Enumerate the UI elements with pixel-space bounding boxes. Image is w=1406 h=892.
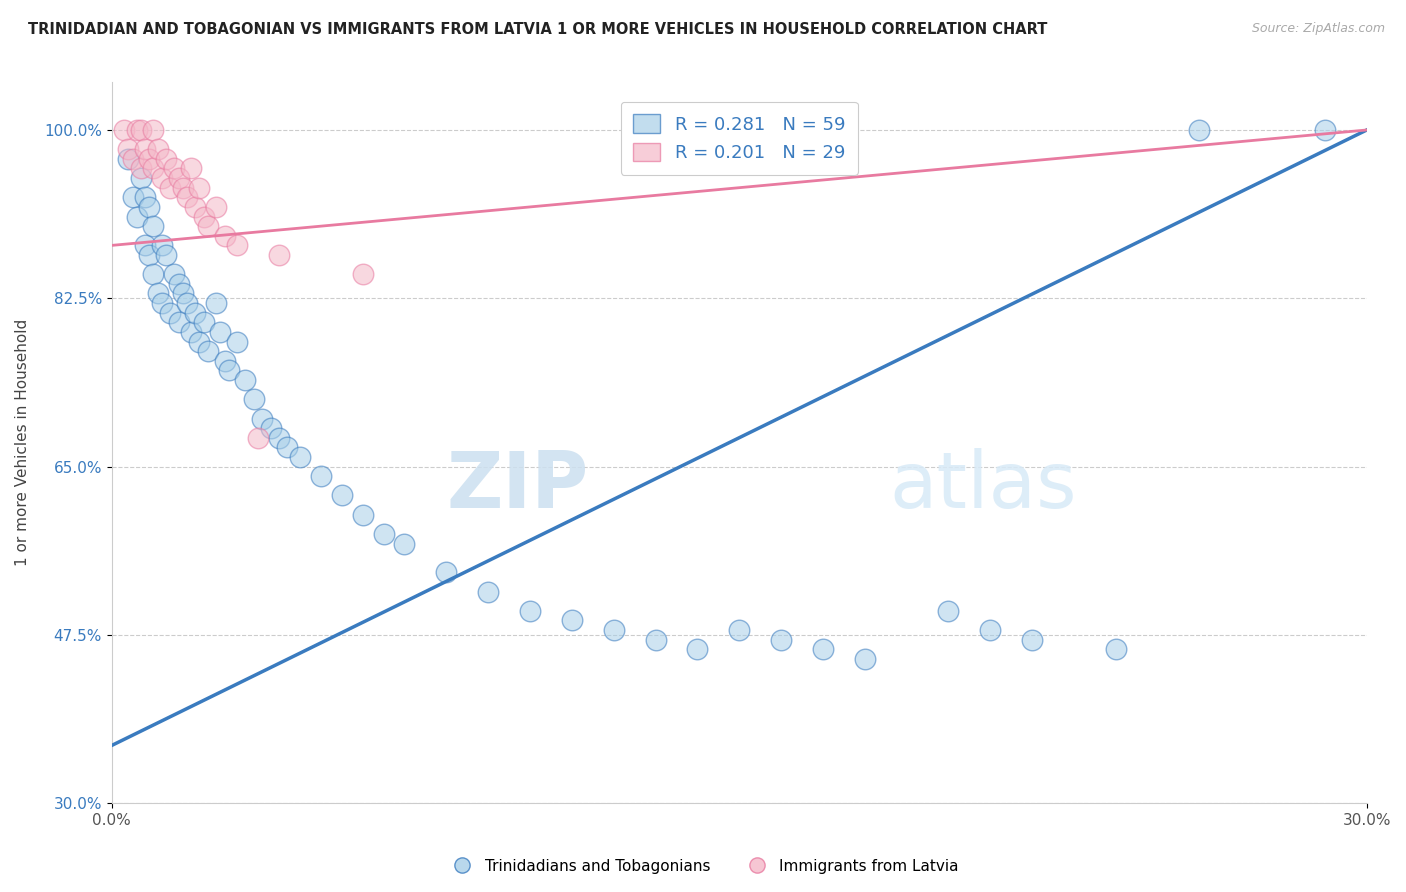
Point <box>259 421 281 435</box>
Point <box>193 210 215 224</box>
Point <box>214 228 236 243</box>
Point <box>235 373 257 387</box>
Point <box>477 584 499 599</box>
Point <box>146 286 169 301</box>
Point <box>176 296 198 310</box>
Point <box>121 190 143 204</box>
Point <box>188 334 211 349</box>
Point <box>134 190 156 204</box>
Point <box>394 536 416 550</box>
Point <box>252 411 274 425</box>
Point <box>155 248 177 262</box>
Point <box>330 488 353 502</box>
Point <box>129 123 152 137</box>
Point <box>112 123 135 137</box>
Legend: R = 0.281   N = 59, R = 0.201   N = 29: R = 0.281 N = 59, R = 0.201 N = 29 <box>620 102 858 175</box>
Point <box>519 604 541 618</box>
Point <box>134 142 156 156</box>
Point <box>205 296 228 310</box>
Point <box>129 161 152 176</box>
Point <box>561 614 583 628</box>
Point <box>209 325 232 339</box>
Point <box>155 152 177 166</box>
Point <box>121 152 143 166</box>
Point <box>205 200 228 214</box>
Point <box>167 171 190 186</box>
Point <box>163 161 186 176</box>
Point <box>769 632 792 647</box>
Point <box>811 642 834 657</box>
Point <box>188 180 211 194</box>
Y-axis label: 1 or more Vehicles in Household: 1 or more Vehicles in Household <box>15 319 30 566</box>
Point <box>352 267 374 281</box>
Point <box>150 171 173 186</box>
Point <box>309 469 332 483</box>
Point <box>267 431 290 445</box>
Point <box>434 566 457 580</box>
Point <box>138 248 160 262</box>
Text: ZIP: ZIP <box>446 448 589 524</box>
Point <box>267 248 290 262</box>
Point <box>184 306 207 320</box>
Point <box>728 623 751 637</box>
Point <box>117 142 139 156</box>
Point <box>125 123 148 137</box>
Point <box>686 642 709 657</box>
Point <box>288 450 311 464</box>
Point <box>979 623 1001 637</box>
Point <box>138 200 160 214</box>
Point <box>180 325 202 339</box>
Point <box>644 632 666 647</box>
Point <box>142 161 165 176</box>
Point <box>163 267 186 281</box>
Point <box>214 353 236 368</box>
Point <box>172 180 194 194</box>
Point <box>129 171 152 186</box>
Point <box>159 306 181 320</box>
Point <box>176 190 198 204</box>
Point <box>1313 123 1336 137</box>
Point <box>117 152 139 166</box>
Point <box>1105 642 1128 657</box>
Point <box>1188 123 1211 137</box>
Point <box>243 392 266 407</box>
Point <box>218 363 240 377</box>
Point <box>226 238 249 252</box>
Point <box>150 238 173 252</box>
Point <box>197 344 219 359</box>
Point <box>1021 632 1043 647</box>
Point <box>142 219 165 234</box>
Text: TRINIDADIAN AND TOBAGONIAN VS IMMIGRANTS FROM LATVIA 1 OR MORE VEHICLES IN HOUSE: TRINIDADIAN AND TOBAGONIAN VS IMMIGRANTS… <box>28 22 1047 37</box>
Point <box>138 152 160 166</box>
Point <box>146 142 169 156</box>
Point <box>167 315 190 329</box>
Point <box>602 623 624 637</box>
Point <box>142 123 165 137</box>
Point <box>125 210 148 224</box>
Point <box>159 180 181 194</box>
Point <box>373 527 395 541</box>
Point <box>142 267 165 281</box>
Point <box>226 334 249 349</box>
Point <box>172 286 194 301</box>
Point <box>193 315 215 329</box>
Point <box>352 508 374 522</box>
Point <box>247 431 270 445</box>
Point <box>180 161 202 176</box>
Point <box>150 296 173 310</box>
Point <box>184 200 207 214</box>
Legend: Trinidadians and Tobagonians, Immigrants from Latvia: Trinidadians and Tobagonians, Immigrants… <box>441 853 965 880</box>
Point <box>134 238 156 252</box>
Text: Source: ZipAtlas.com: Source: ZipAtlas.com <box>1251 22 1385 36</box>
Point <box>853 652 876 666</box>
Text: atlas: atlas <box>890 448 1077 524</box>
Point <box>938 604 960 618</box>
Point <box>276 441 298 455</box>
Point <box>167 277 190 291</box>
Point <box>197 219 219 234</box>
